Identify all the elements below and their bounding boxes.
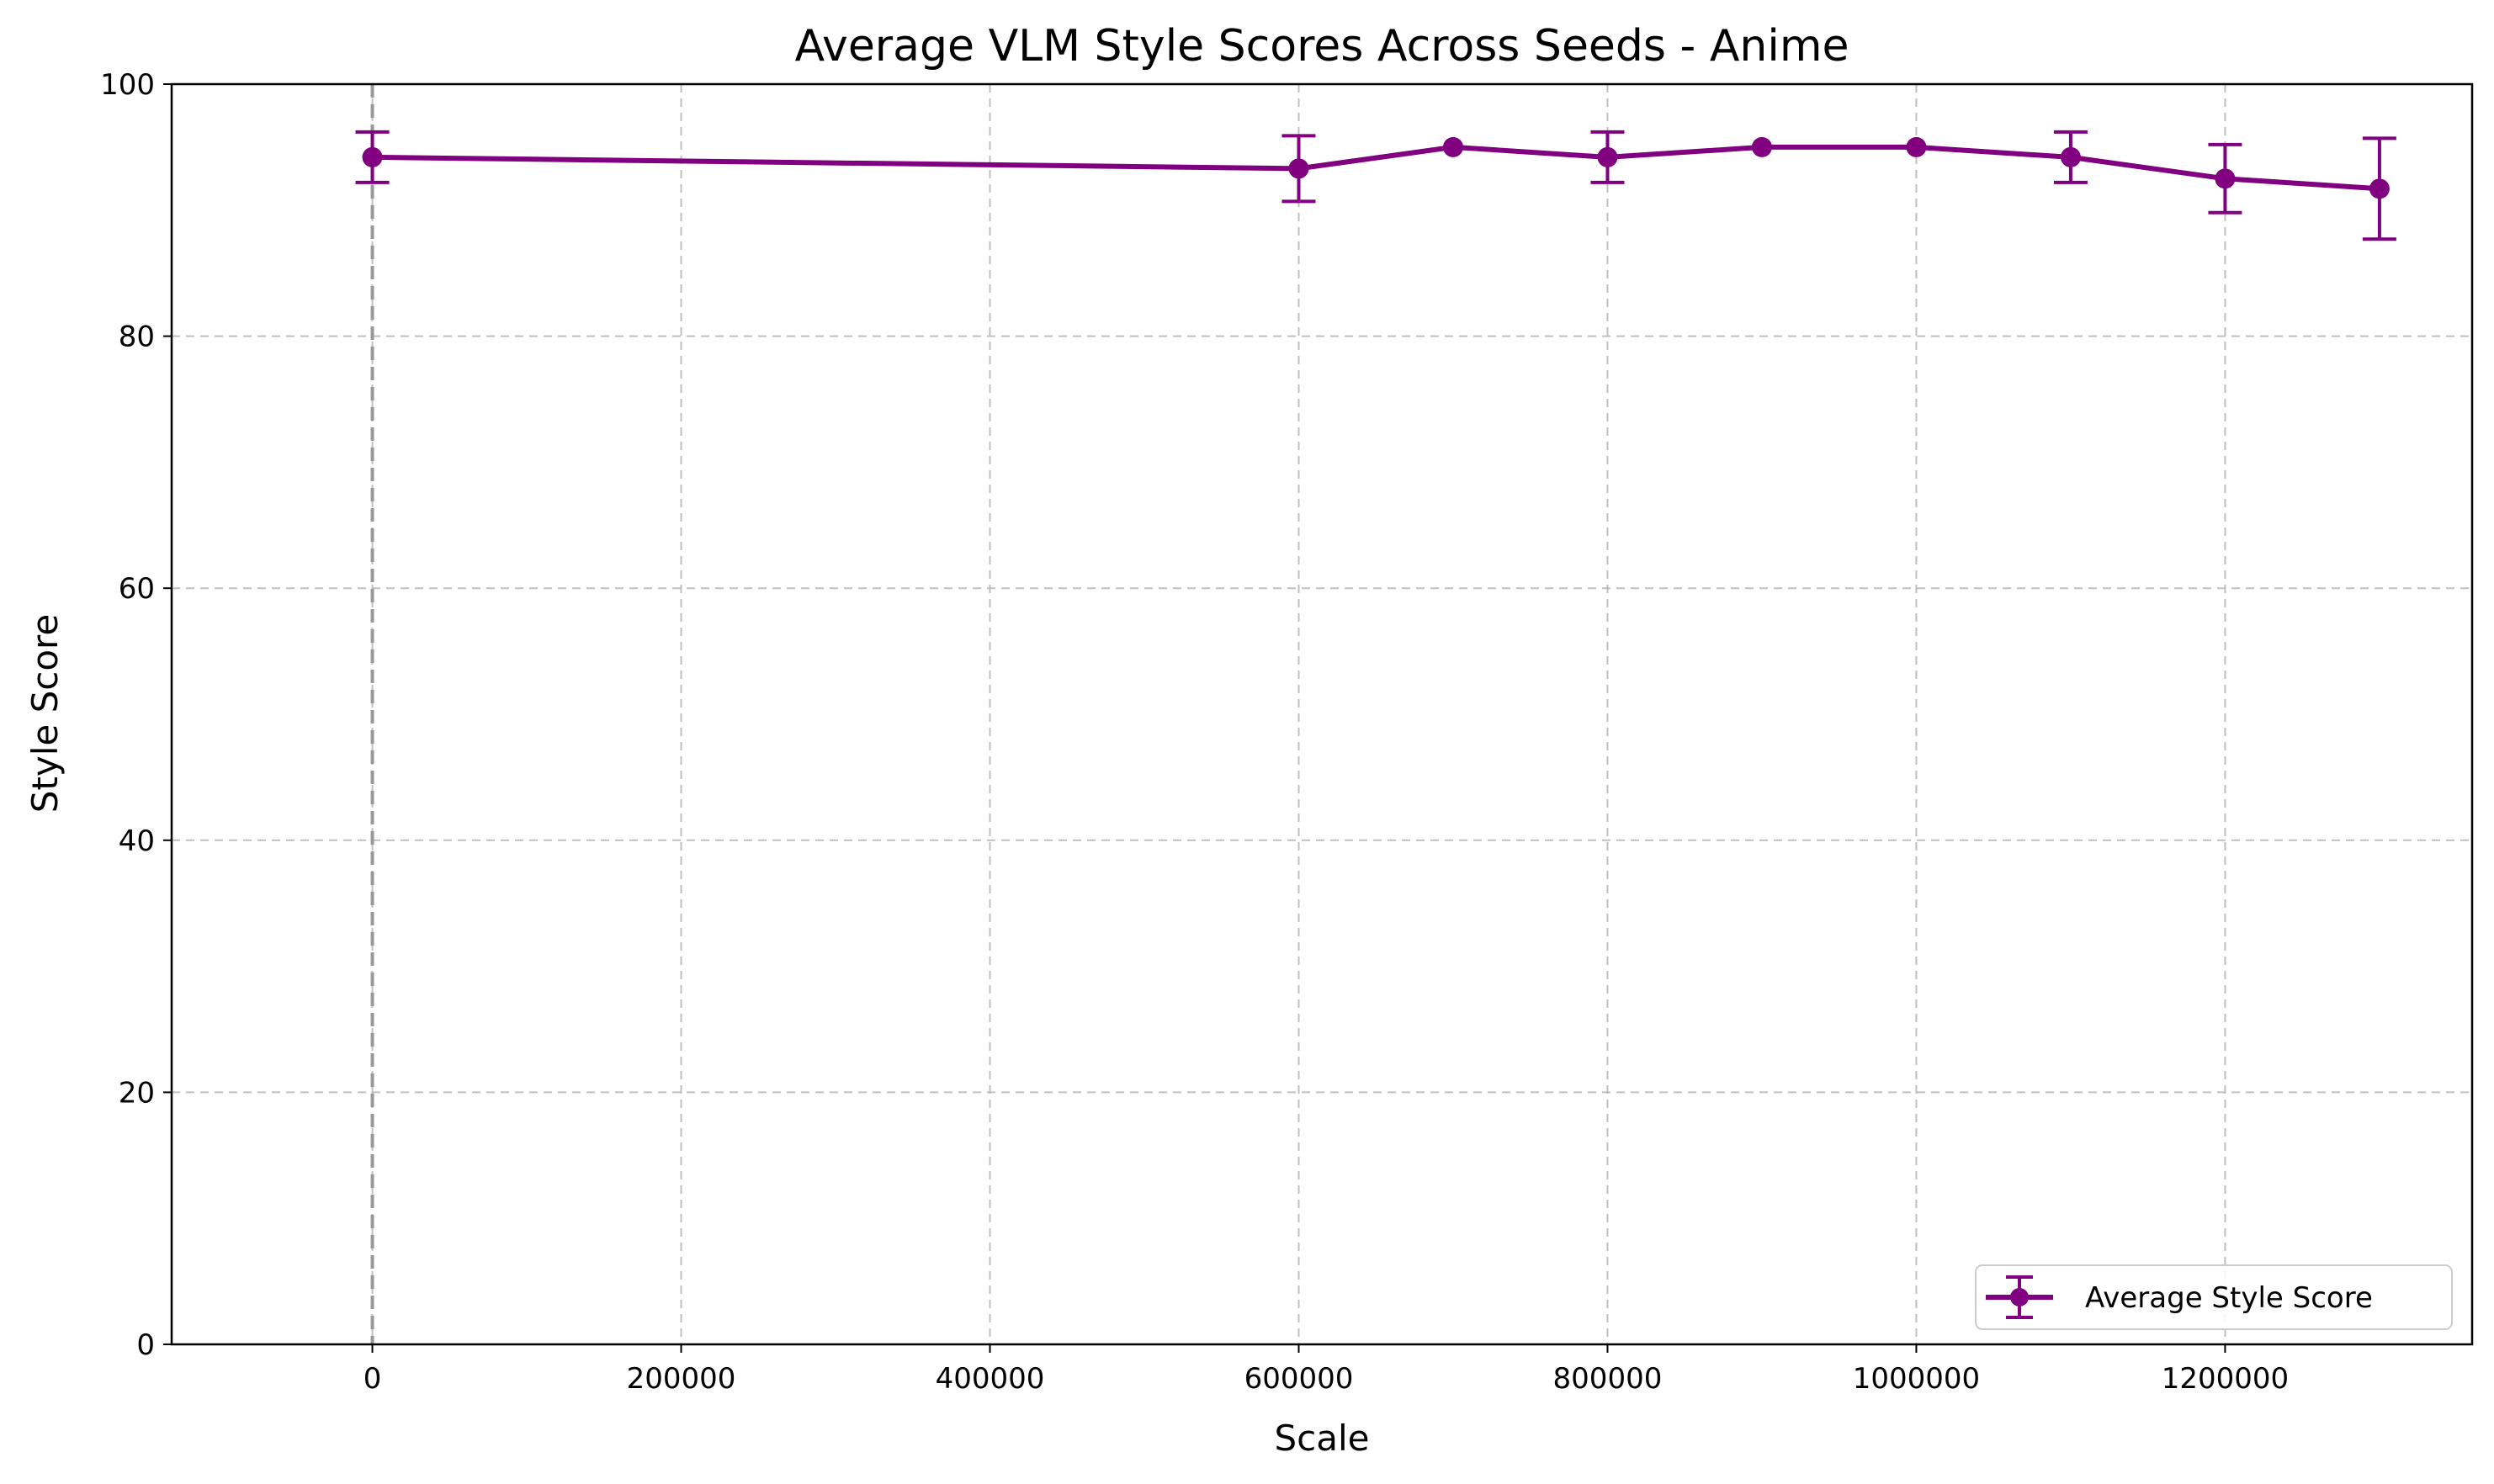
x-tick-label: 1000000 (1853, 1362, 1980, 1396)
data-point (362, 146, 383, 167)
ticks-layer: 0 200000 400000 600000 800000 1000000 1200000 0… (100, 68, 2289, 1396)
data-point (2060, 146, 2081, 167)
y-tick-label: 80 (119, 321, 155, 354)
x-axis-label: Scale (1275, 1418, 1370, 1459)
x-tick-label: 200000 (627, 1362, 736, 1396)
legend-box (1975, 1264, 2453, 1330)
y-tick-label: 20 (119, 1076, 155, 1110)
y-tick-label: 60 (119, 572, 155, 606)
x-tick-label: 600000 (1244, 1362, 1354, 1396)
x-tick-label: 0 (363, 1362, 382, 1396)
legend: Average Style Score (1975, 1264, 2453, 1330)
y-tick-label: 100 (100, 68, 155, 102)
plot-frame (170, 82, 2474, 1346)
y-tick-label: 0 (136, 1328, 155, 1362)
y-tick-label: 40 (119, 824, 155, 858)
x-tick-label: 800000 (1553, 1362, 1663, 1396)
legend-marker-swatch (2010, 1288, 2029, 1306)
data-point (1906, 136, 1927, 157)
data-point (1597, 146, 1618, 167)
legend-label: Average Style Score (2085, 1281, 2373, 1315)
axes-layer (170, 82, 2474, 1346)
data-point (1442, 136, 1463, 157)
series-layer (355, 130, 2396, 241)
x-tick-label: 1200000 (2162, 1362, 2289, 1396)
y-axis-label: Style Score (24, 614, 66, 813)
data-point (2215, 168, 2236, 189)
data-point (1288, 158, 1309, 179)
x-tick-label: 400000 (936, 1362, 1045, 1396)
data-point (2369, 178, 2390, 199)
chart-title: Average VLM Style Scores Across Seeds - … (795, 21, 1849, 72)
data-point (1751, 136, 1772, 157)
